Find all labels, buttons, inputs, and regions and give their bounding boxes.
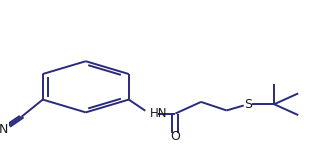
Text: N: N — [0, 123, 8, 136]
Text: HN: HN — [150, 107, 167, 120]
Text: O: O — [170, 130, 180, 143]
Text: S: S — [244, 98, 252, 111]
